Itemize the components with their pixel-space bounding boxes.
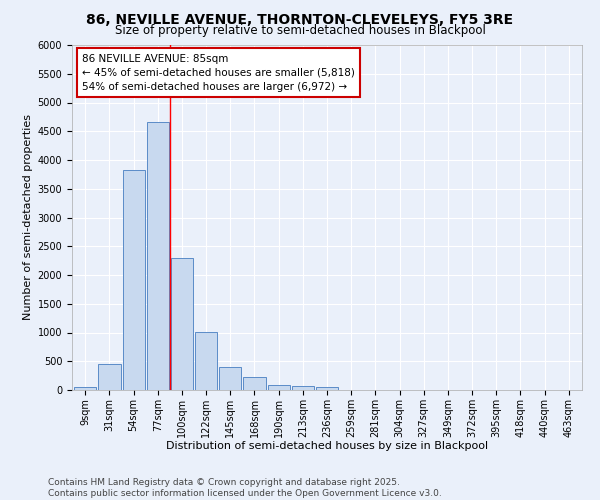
Bar	[195, 332, 217, 390]
Bar	[244, 377, 266, 390]
Bar	[171, 258, 193, 390]
Bar	[219, 367, 241, 390]
Bar	[122, 170, 145, 390]
X-axis label: Distribution of semi-detached houses by size in Blackpool: Distribution of semi-detached houses by …	[166, 441, 488, 451]
Text: 86, NEVILLE AVENUE, THORNTON-CLEVELEYS, FY5 3RE: 86, NEVILLE AVENUE, THORNTON-CLEVELEYS, …	[86, 12, 514, 26]
Bar	[292, 386, 314, 390]
Bar	[74, 387, 97, 390]
Bar	[98, 364, 121, 390]
Bar	[146, 122, 169, 390]
Y-axis label: Number of semi-detached properties: Number of semi-detached properties	[23, 114, 34, 320]
Bar	[316, 387, 338, 390]
Text: 86 NEVILLE AVENUE: 85sqm
← 45% of semi-detached houses are smaller (5,818)
54% o: 86 NEVILLE AVENUE: 85sqm ← 45% of semi-d…	[82, 54, 355, 92]
Text: Contains HM Land Registry data © Crown copyright and database right 2025.
Contai: Contains HM Land Registry data © Crown c…	[48, 478, 442, 498]
Bar	[268, 384, 290, 390]
Text: Size of property relative to semi-detached houses in Blackpool: Size of property relative to semi-detach…	[115, 24, 485, 37]
